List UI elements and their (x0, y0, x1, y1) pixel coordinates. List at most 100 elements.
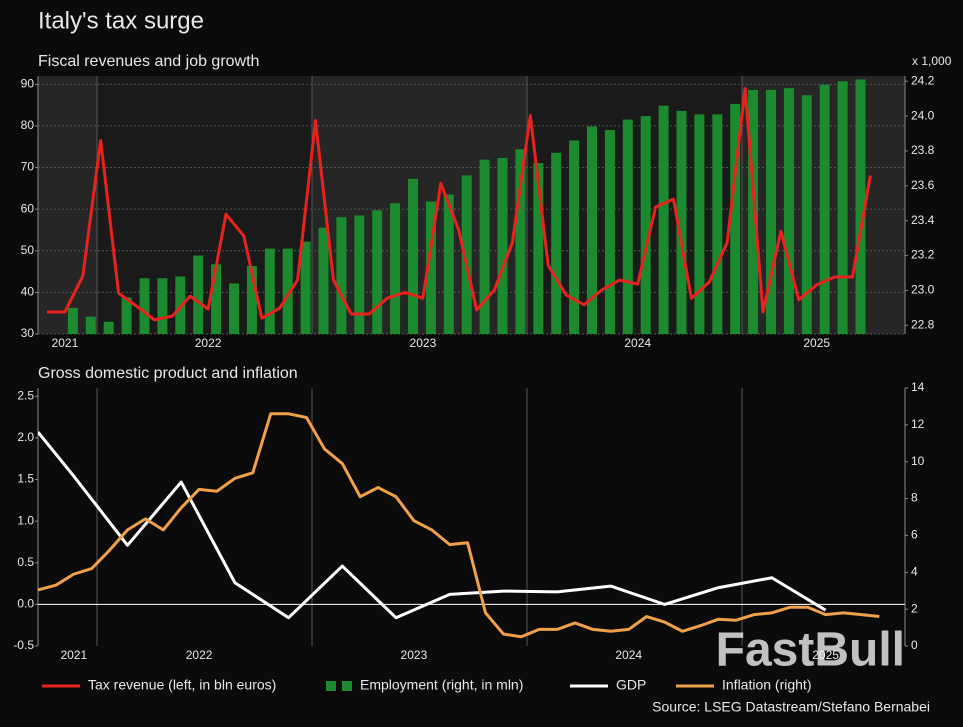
y2-tick-label: 14 (911, 380, 925, 394)
bar (730, 103, 741, 334)
series (47, 86, 872, 322)
y-tick-label: 1.5 (17, 472, 34, 486)
bar (67, 307, 78, 334)
y-tick-label: 80 (21, 118, 35, 132)
y2-tick-label: 10 (911, 454, 925, 468)
y-tick-label: 90 (21, 76, 35, 90)
bar (211, 264, 222, 334)
y-tick-label: 40 (21, 285, 35, 299)
y2-tick-label: 8 (911, 491, 918, 505)
y2-tick-label: 23.4 (911, 213, 935, 227)
source: Source: LSEG Datastream/Stefano Bernabei (652, 699, 930, 715)
bar (336, 217, 347, 334)
y2-tick-label: 24.2 (911, 73, 935, 87)
bar (748, 89, 759, 334)
y2-tick-label: 0 (911, 638, 918, 652)
bar (461, 175, 472, 334)
y-tick-label: 60 (21, 201, 35, 215)
bar (855, 79, 866, 334)
y2-tick-label: 22.8 (911, 317, 935, 331)
page-title: Italy's tax surge (38, 7, 204, 34)
y2-tick-label: 23.8 (911, 143, 935, 157)
bar (300, 241, 311, 334)
bar (425, 201, 436, 334)
bar (676, 110, 687, 334)
y-tick-label: 1.0 (17, 513, 34, 527)
bar (551, 152, 562, 334)
bar (587, 126, 597, 334)
bar (229, 283, 239, 334)
plot-band (97, 76, 312, 334)
bar (157, 278, 168, 334)
line (47, 86, 872, 322)
bar (390, 203, 401, 334)
x-tick-label: 2023 (401, 648, 428, 662)
bar (622, 119, 633, 334)
bar (121, 297, 132, 334)
line (38, 412, 880, 639)
bar (801, 95, 812, 334)
legend-label: GDP (616, 677, 646, 693)
y-tick-label: 0.5 (17, 555, 34, 569)
bar (372, 210, 383, 334)
bar (497, 157, 508, 334)
legend-label: Inflation (right) (722, 677, 811, 693)
bar (246, 266, 257, 334)
y2-tick-label: 6 (911, 528, 918, 542)
y-tick-label: -0.5 (13, 638, 34, 652)
bar (408, 178, 418, 334)
bar (354, 215, 365, 334)
y-tick-label: 2.5 (17, 388, 34, 402)
bar (282, 248, 293, 334)
x-tick-label: 2021 (52, 336, 79, 350)
bar (783, 88, 794, 334)
bar (479, 159, 490, 334)
watermark: FastBull (716, 624, 905, 677)
chart-title: Fiscal revenues and job growth (38, 53, 259, 70)
plot-band (38, 76, 97, 334)
x-tick-label: 2024 (615, 648, 642, 662)
x-tick-label: 2022 (195, 336, 222, 350)
plot-band (312, 76, 527, 334)
x-tick-label: 2022 (186, 648, 213, 662)
series (38, 431, 827, 620)
x-tick-label: 2025 (803, 336, 830, 350)
legend-swatch (342, 681, 352, 691)
y-tick-label: 2.0 (17, 430, 34, 444)
series (67, 79, 866, 334)
legend: Tax revenue (left, in bln euros) Employme… (42, 677, 811, 693)
y2-tick-label: 23.0 (911, 283, 935, 297)
series (38, 412, 880, 639)
line (38, 431, 827, 620)
bar (264, 248, 275, 334)
bar (103, 321, 114, 334)
x-tick-label: 2021 (60, 648, 87, 662)
bar (658, 105, 669, 334)
bar (766, 89, 776, 334)
y2-tick-label: 4 (911, 564, 918, 578)
bar (193, 255, 204, 334)
bar (533, 163, 544, 334)
legend-swatch (326, 681, 336, 691)
x-tick-label: 2023 (410, 336, 437, 350)
y2-tick-label: 12 (911, 417, 925, 431)
chart-title: Gross domestic product and inflation (38, 365, 298, 382)
y2-tick-label: 23.6 (911, 178, 935, 192)
y-tick-label: 70 (21, 160, 35, 174)
bar (85, 316, 96, 334)
bar (569, 140, 580, 334)
y2-tick-label: 24.0 (911, 108, 935, 122)
bar (139, 278, 150, 334)
y-tick-label: 0.0 (17, 597, 34, 611)
bar (694, 114, 705, 334)
y2-unit: x 1,000 (912, 54, 952, 68)
y2-tick-label: 23.2 (911, 248, 935, 262)
bar (318, 227, 329, 334)
y-tick-label: 50 (21, 243, 35, 257)
bar (819, 84, 830, 334)
plots: 3040506070809022.823.023.223.423.623.824… (13, 73, 934, 662)
legend-label: Tax revenue (left, in bln euros) (88, 677, 276, 693)
x-tick-label: 2024 (624, 336, 651, 350)
bar (604, 130, 615, 334)
